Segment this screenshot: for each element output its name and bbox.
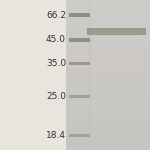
Bar — [69, 38, 90, 42]
Text: 35.0: 35.0 — [46, 59, 66, 68]
Bar — [66, 0, 150, 150]
Bar — [69, 134, 90, 137]
Text: 66.2: 66.2 — [46, 11, 66, 20]
Bar — [69, 62, 90, 65]
Text: 45.0: 45.0 — [46, 35, 66, 44]
Text: 18.4: 18.4 — [46, 131, 66, 140]
Bar — [69, 95, 90, 98]
Bar — [90, 30, 142, 34]
Text: 25.0: 25.0 — [46, 92, 66, 101]
Bar — [69, 13, 90, 17]
Bar — [87, 28, 146, 35]
